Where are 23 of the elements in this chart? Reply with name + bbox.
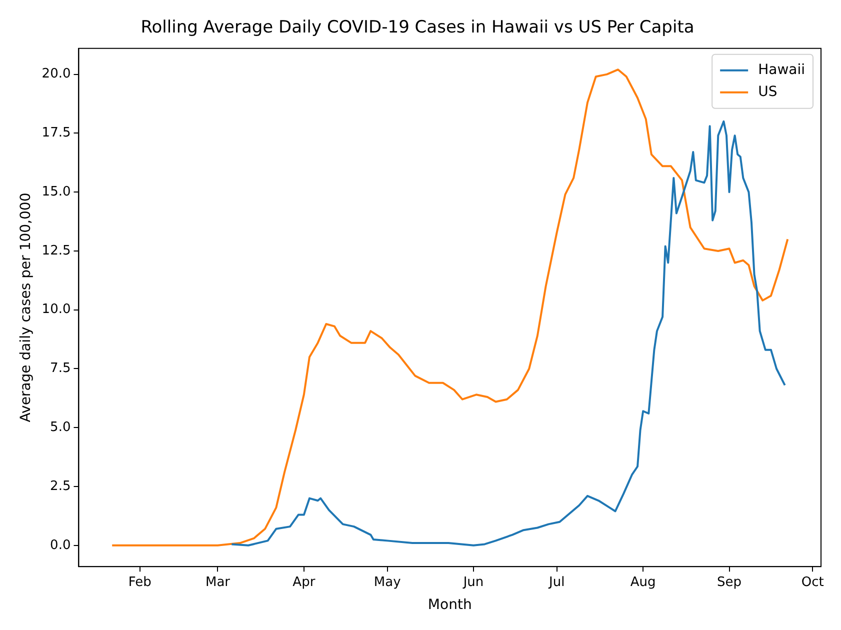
x-tick-label: Jun [462,574,484,590]
y-tick-label: 2.5 [50,478,71,494]
chart-title: Rolling Average Daily COVID-19 Cases in Hawaii vs US Per Capita [140,18,694,38]
x-tick-label: Oct [801,574,824,590]
y-tick-label: 17.5 [42,126,71,141]
legend-label: US [758,84,778,100]
x-tick-label: Jul [548,574,565,590]
x-tick-label: Apr [292,574,316,590]
y-tick-label: 20.0 [42,66,71,82]
y-tick-label: 5.0 [50,420,71,436]
x-tick-label: Sep [717,574,742,590]
x-tick-label: Aug [630,574,656,590]
y-tick-label: 15.0 [42,184,71,200]
y-tick-label: 10.0 [42,302,71,318]
x-axis-title: Month [428,597,472,614]
x-tick-label: Mar [205,574,231,590]
y-axis-title: Average daily cases per 100,000 [18,192,34,422]
y-tick-label: 0.0 [50,538,71,553]
legend-label: Hawaii [758,62,806,78]
y-tick-label: 7.5 [50,361,71,376]
x-tick-label: Feb [128,574,152,590]
y-tick-label: 12.5 [42,243,71,258]
x-tick-label: May [374,574,402,590]
